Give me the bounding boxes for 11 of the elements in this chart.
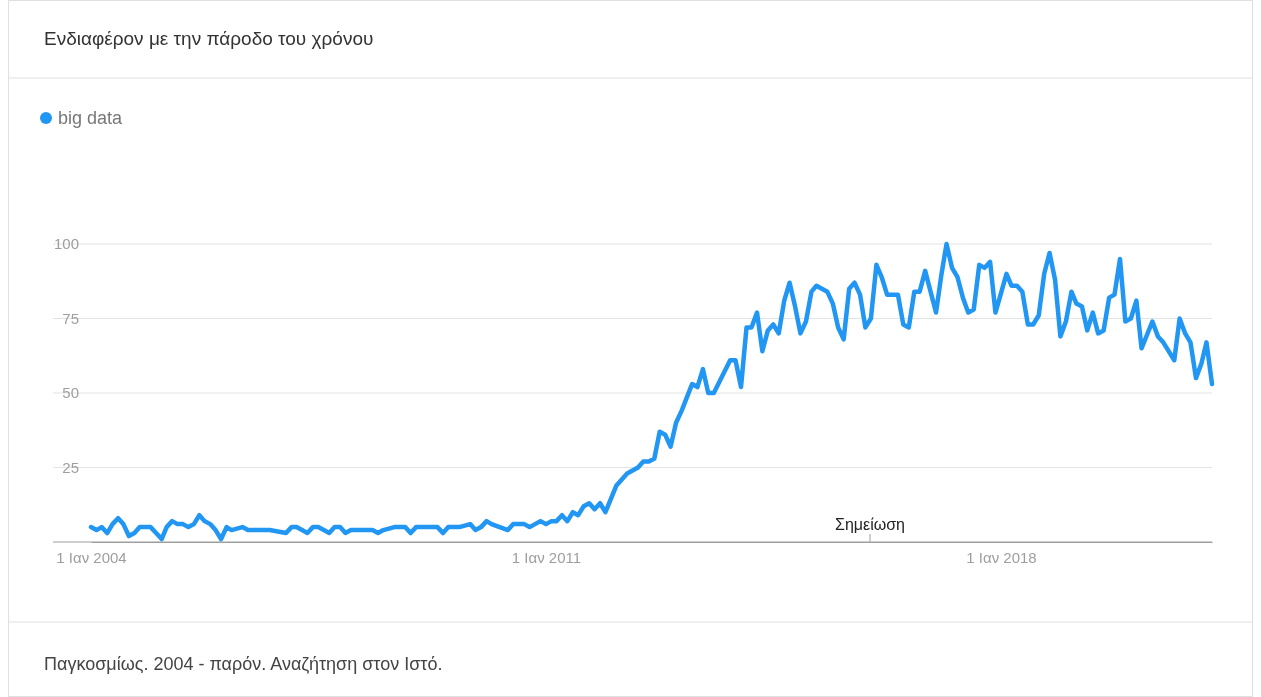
y-tick-label: 75 <box>62 309 79 327</box>
x-tick-label: 1 Ιαν 2011 <box>511 548 582 566</box>
y-tick-label: 50 <box>62 384 79 402</box>
y-tick-label: 100 <box>53 235 79 253</box>
text: Παγκοσμίως. 2004 - παρόν. Αναζήτηση στον Ιστό. <box>44 654 443 674</box>
x-tick-label: 1 Ιαν 2004 <box>56 548 127 566</box>
x-tick-label: 1 Ιαν 2018 <box>966 548 1037 566</box>
legend-label: big data <box>58 108 124 128</box>
y-tick-label: 25 <box>62 458 79 476</box>
annotation: Σημείωση <box>835 516 905 533</box>
chart-title: Ενδιαφέρον με την πάροδο του χρόνου <box>44 28 374 49</box>
